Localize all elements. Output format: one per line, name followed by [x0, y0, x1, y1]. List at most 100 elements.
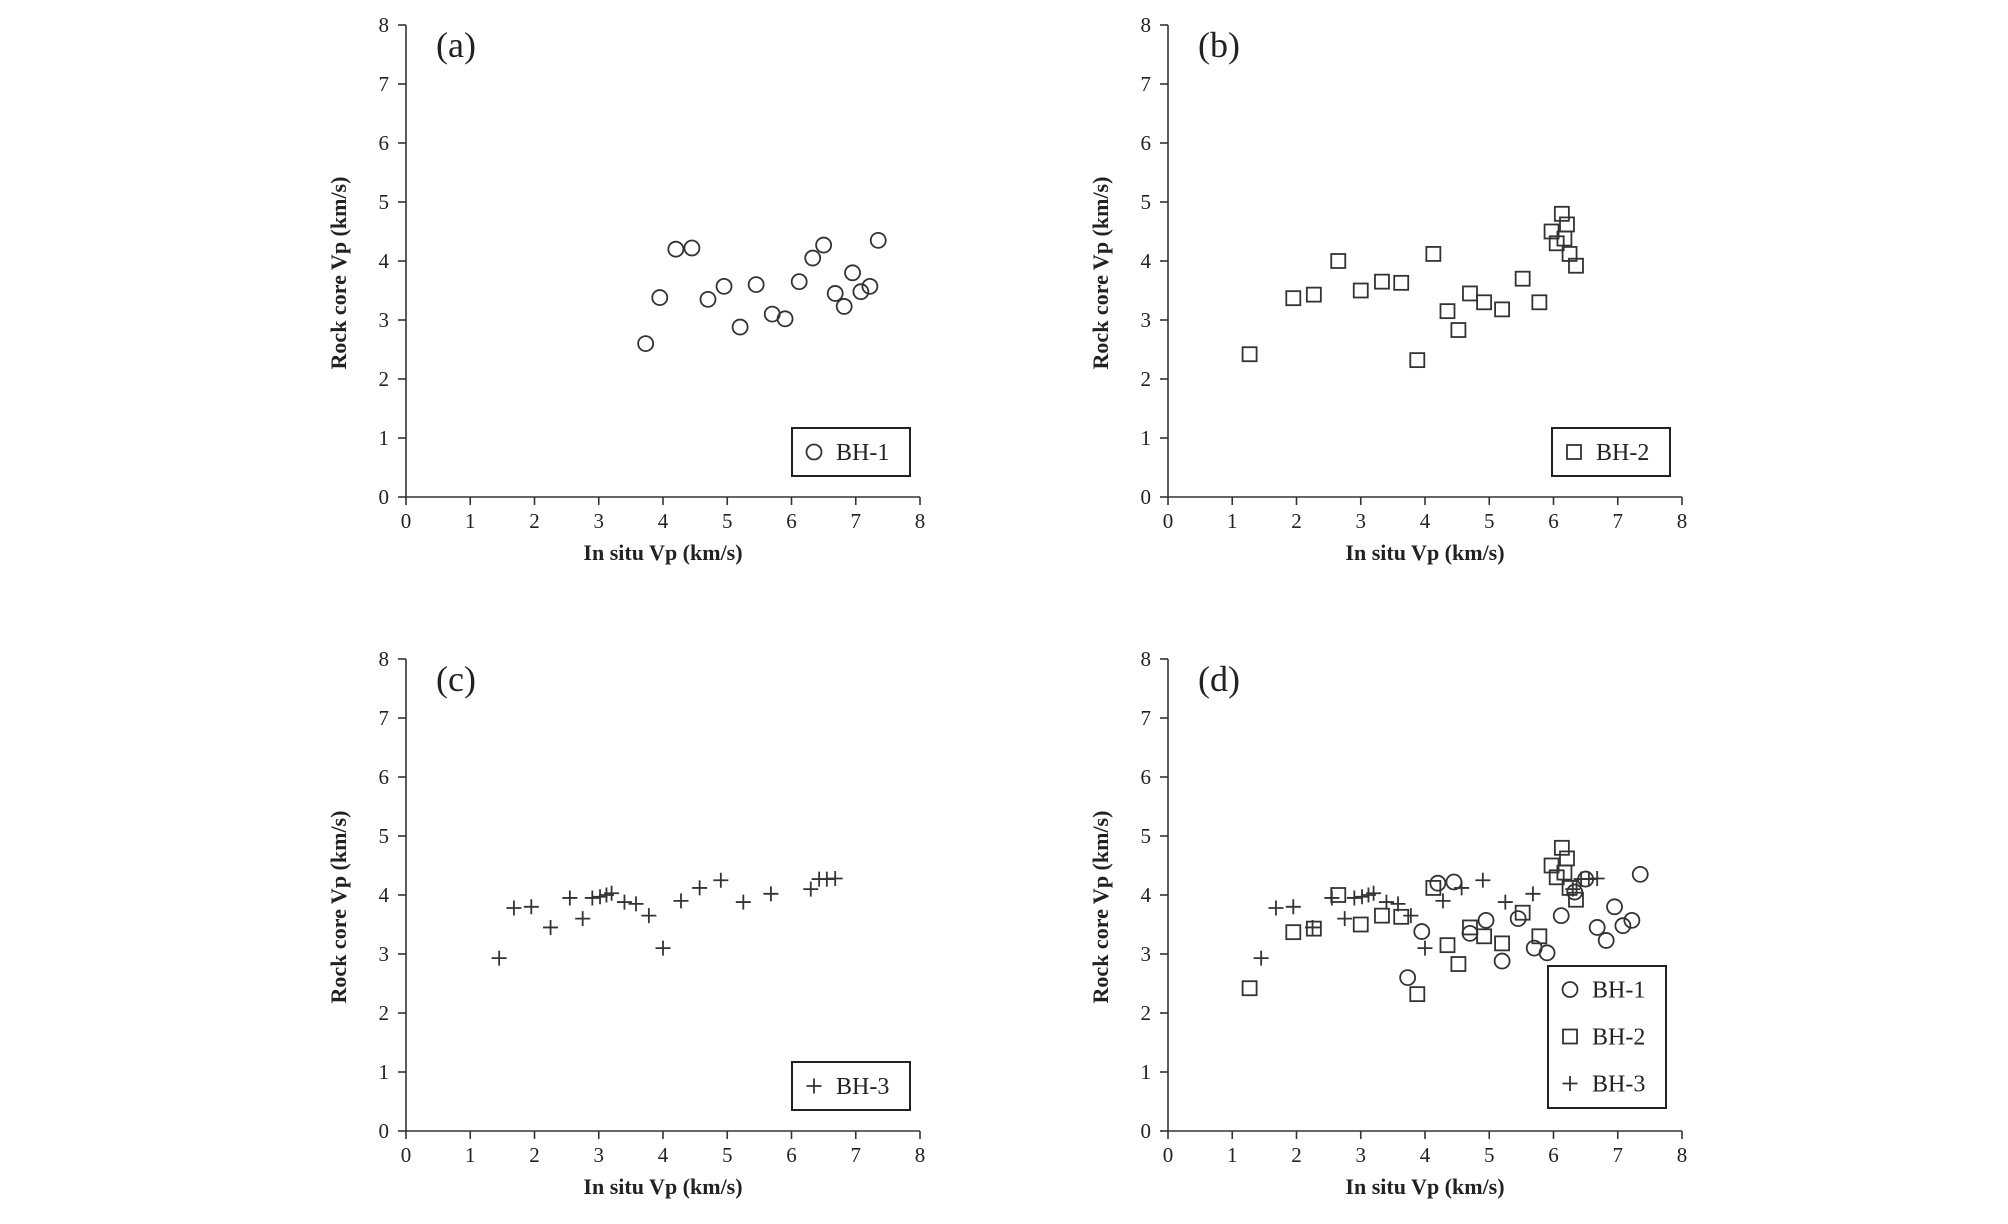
x-tick-label: 3: [1356, 509, 1367, 533]
data-point: [1450, 956, 1467, 972]
x-tick-label: 7: [1613, 1143, 1624, 1167]
x-tick-label: 4: [658, 1143, 669, 1167]
y-tick-label: 0: [379, 485, 390, 509]
x-tick-label: 6: [786, 509, 797, 533]
y-tick-label: 3: [379, 308, 390, 332]
data-point: [844, 264, 861, 282]
data-point: [1393, 274, 1410, 291]
data-point: [592, 889, 608, 905]
data-point: [1285, 924, 1302, 941]
data-point: [1378, 894, 1394, 910]
legend-entry: BH-3: [1592, 1072, 1645, 1098]
y-tick-label: 6: [1141, 131, 1152, 155]
scatter-panel: 0 1 2 3 4 5 6 7 8 0 1 2 3 4 5 6 7 8 In situ Vp (km/s) Rock …: [326, 647, 925, 1199]
data-point: [1476, 294, 1493, 311]
data-point: [763, 886, 779, 902]
series-bh-1: [637, 231, 887, 353]
legend-marker: [806, 1078, 822, 1094]
x-tick-label: 1: [1227, 509, 1238, 533]
legend-entry: BH-3: [836, 1074, 889, 1100]
data-point: [1589, 870, 1605, 886]
x-tick-label: 5: [1484, 1143, 1495, 1167]
data-point: [1531, 294, 1548, 311]
y-tick-label: 8: [1141, 647, 1152, 671]
data-point: [1461, 924, 1479, 942]
data-point: [1514, 904, 1531, 921]
y-tick-label: 1: [1141, 1060, 1152, 1084]
x-tick-label: 6: [1548, 509, 1559, 533]
data-point: [1324, 890, 1340, 906]
x-tick-label: 8: [915, 509, 926, 533]
data-point: [1253, 950, 1269, 966]
data-point: [1305, 286, 1322, 303]
data-point: [1454, 880, 1470, 896]
x-tick-label: 6: [1548, 1143, 1559, 1167]
x-tick-label: 4: [658, 509, 669, 533]
data-point: [835, 298, 853, 315]
data-point: [1413, 923, 1431, 940]
data-point: [827, 870, 843, 886]
data-point: [1559, 850, 1575, 867]
y-tick-label: 2: [379, 1001, 390, 1025]
x-tick-label: 7: [851, 509, 862, 533]
data-point: [1509, 910, 1527, 927]
y-tick-label: 0: [379, 1119, 390, 1143]
data-point: [1429, 874, 1447, 892]
data-point: [616, 894, 632, 910]
data-point: [1525, 886, 1541, 902]
y-tick-label: 7: [1141, 72, 1152, 96]
x-tick-label: 8: [915, 1143, 926, 1167]
y-tick-label: 1: [379, 1060, 390, 1084]
y-tick-label: 6: [1141, 765, 1152, 789]
data-point: [1374, 273, 1390, 290]
legend-marker: [805, 443, 823, 461]
data-point: [1623, 911, 1641, 929]
y-tick-label: 0: [1141, 1119, 1152, 1143]
x-tick-label: 5: [1484, 509, 1495, 533]
y-tick-label: 3: [379, 942, 390, 966]
y-tick-label: 2: [379, 367, 390, 391]
data-point: [1597, 932, 1615, 949]
y-tick-label: 5: [1141, 824, 1152, 848]
data-point: [1399, 969, 1417, 986]
x-tick-label: 2: [529, 1143, 540, 1167]
data-point: [637, 335, 655, 353]
x-tick-label: 2: [1291, 1143, 1302, 1167]
y-tick-label: 7: [379, 706, 390, 730]
legend-box: [791, 427, 911, 477]
y-axis-label: Rock core Vp (km/s): [326, 811, 351, 1004]
x-tick-label: 4: [1420, 509, 1431, 533]
legend: BH-1 BH-2 BH-3: [1547, 965, 1667, 1109]
panel-label: (d): [1198, 659, 1240, 699]
y-tick-label: 7: [379, 72, 390, 96]
legend-marker: [1566, 444, 1582, 460]
y-axis-label: Rock core Vp (km/s): [1088, 811, 1113, 1004]
data-point: [1330, 887, 1347, 903]
data-point: [1475, 872, 1491, 888]
x-tick-label: 8: [1677, 509, 1688, 533]
data-point: [1330, 253, 1347, 269]
data-point: [584, 890, 600, 906]
x-tick-label: 0: [1163, 1143, 1174, 1167]
data-point: [1477, 911, 1495, 929]
legend-marker: [1561, 981, 1579, 998]
data-point: [803, 881, 819, 897]
panel-label: (c): [436, 659, 476, 699]
data-point: [869, 231, 887, 249]
y-tick-label: 4: [379, 249, 390, 273]
data-point: [575, 911, 591, 927]
data-point: [1493, 952, 1511, 970]
data-point: [1374, 907, 1390, 924]
y-tick-label: 5: [379, 190, 390, 214]
legend-entry: BH-2: [1596, 440, 1649, 466]
data-point: [731, 318, 749, 336]
data-point: [1494, 935, 1510, 952]
y-tick-label: 3: [1141, 942, 1152, 966]
y-tick-label: 3: [1141, 308, 1152, 332]
data-point: [747, 276, 765, 294]
data-point: [523, 899, 539, 915]
x-tick-label: 5: [722, 509, 733, 533]
data-point: [491, 950, 507, 966]
data-point: [1462, 919, 1478, 936]
data-point: [667, 240, 685, 258]
